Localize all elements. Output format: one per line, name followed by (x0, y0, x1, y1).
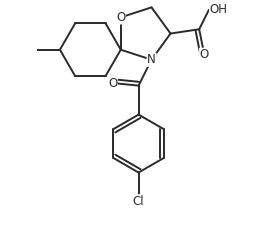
Text: O: O (200, 48, 209, 61)
Text: O: O (116, 11, 125, 24)
Text: Cl: Cl (133, 195, 144, 208)
Text: N: N (147, 53, 156, 66)
Text: OH: OH (210, 3, 228, 16)
Text: O: O (108, 76, 117, 90)
